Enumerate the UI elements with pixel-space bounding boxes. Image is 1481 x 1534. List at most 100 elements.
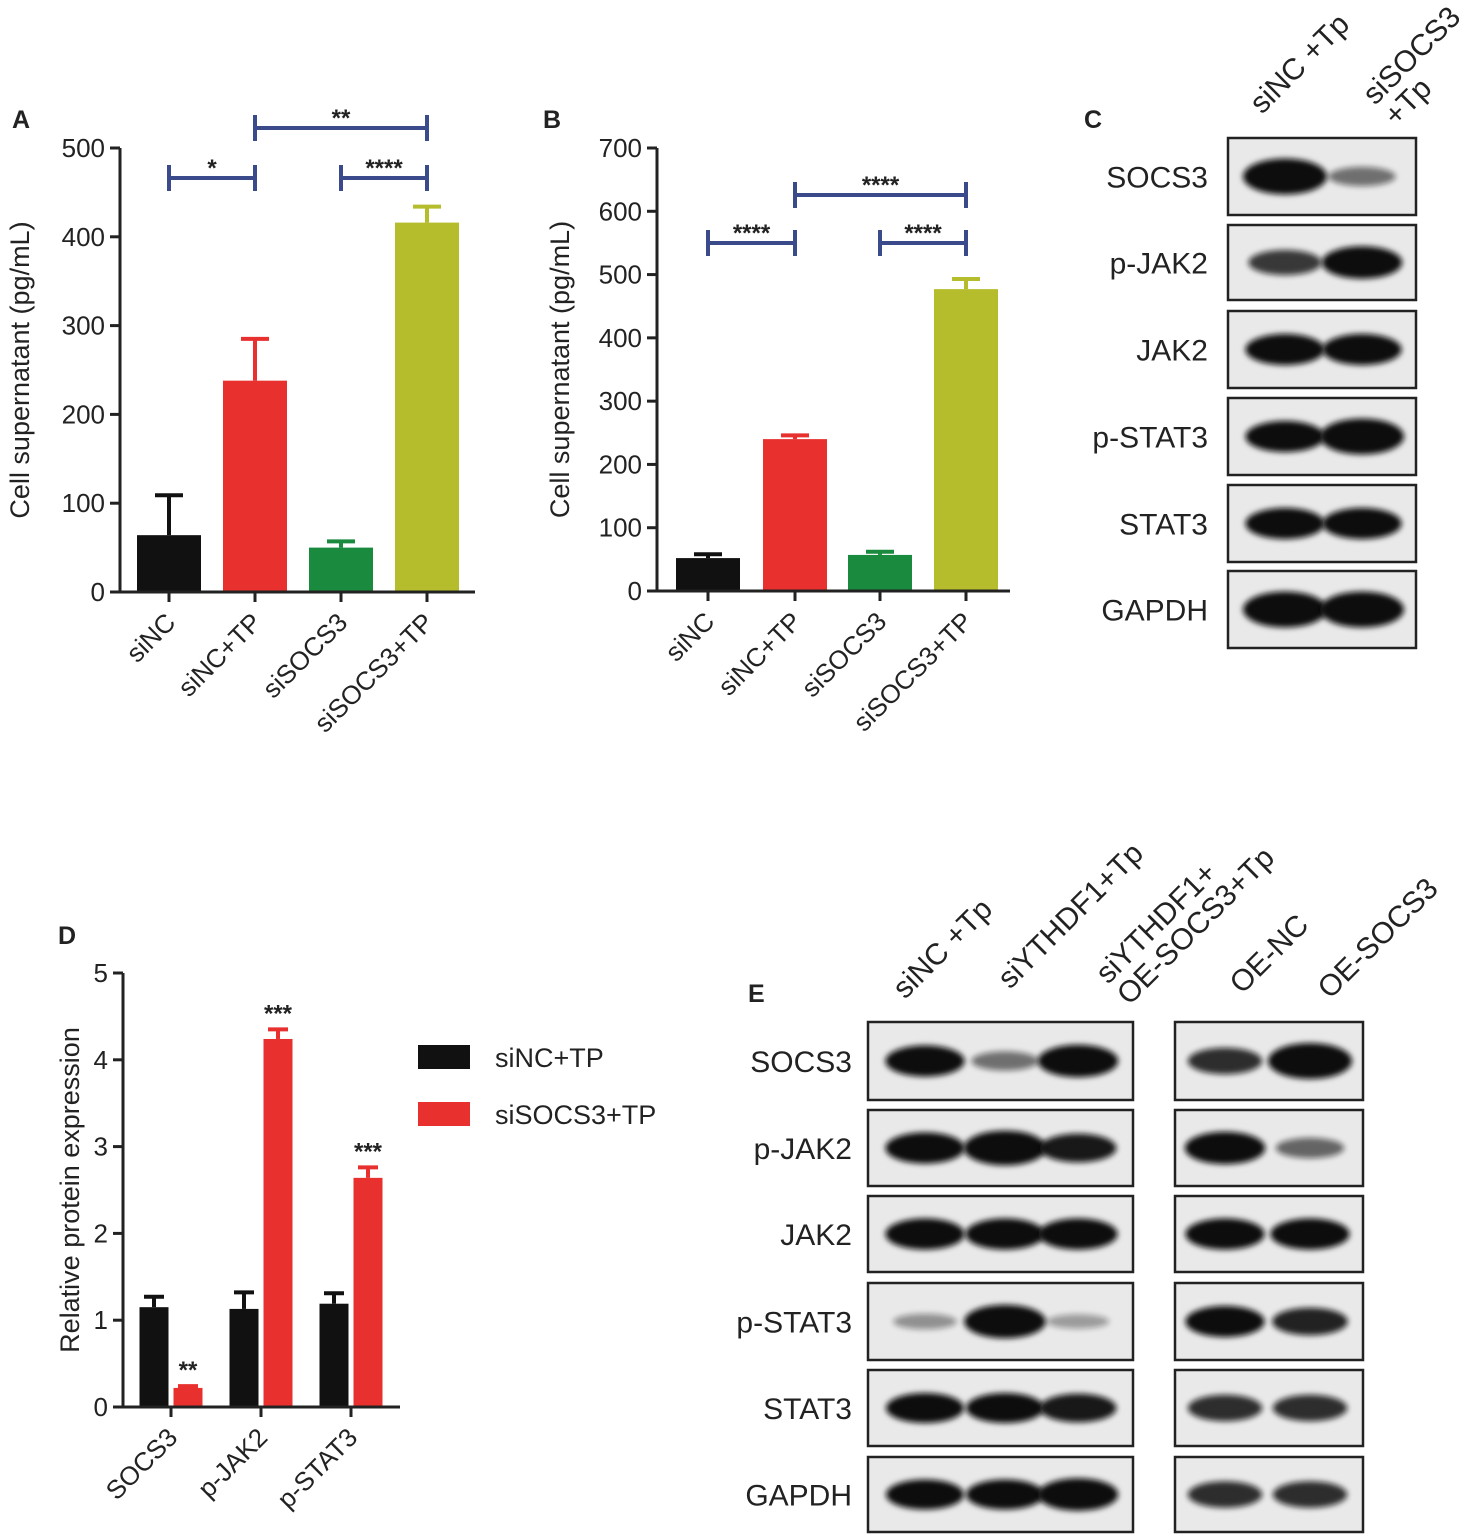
lane-label-line: OE-NC (1224, 908, 1316, 1000)
legend-swatch (418, 1102, 470, 1126)
y-tick-label: 0 (628, 576, 642, 606)
blot-row-label: STAT3 (763, 1393, 852, 1426)
significance-label: *** (264, 1000, 293, 1027)
bar (676, 558, 740, 591)
blot-band (1320, 591, 1404, 628)
y-tick-label: 600 (599, 196, 642, 226)
panel-label: E (748, 980, 765, 1008)
y-tick-label: 200 (599, 449, 642, 479)
y-tick-label: 400 (62, 222, 105, 252)
bar (263, 1038, 293, 1407)
blot-band (1184, 1131, 1266, 1165)
lane-label-line: OE-SOCS3 (1312, 872, 1445, 1005)
blot-row-label: SOCS3 (1106, 162, 1208, 195)
blot-row-label: SOCS3 (750, 1046, 852, 1079)
lane-label: OE-NC (1224, 908, 1316, 1000)
blot-row-label: JAK2 (780, 1219, 852, 1252)
blot-band (1322, 507, 1402, 540)
blot-band (1245, 420, 1325, 453)
blot-band (1272, 1481, 1348, 1508)
blot-band (965, 1218, 1045, 1250)
blot-band (1268, 1043, 1352, 1079)
blot-row-label: p-STAT3 (736, 1307, 852, 1340)
bar (395, 222, 459, 593)
panel-label: B (543, 106, 561, 134)
blot-band (966, 1479, 1044, 1510)
blot-band (1322, 333, 1402, 366)
x-tick-label: siNC+TP (172, 607, 267, 702)
blot-band (1187, 1047, 1263, 1075)
y-tick-label: 400 (599, 323, 642, 353)
significance-label: **** (733, 220, 771, 247)
blot-band (885, 1132, 965, 1164)
blot-band (885, 1045, 965, 1077)
blot-band (1038, 1218, 1118, 1250)
blot-band (963, 1130, 1047, 1166)
y-tick-label: 500 (62, 133, 105, 163)
blot-band (1243, 158, 1327, 195)
x-tick-label: p-JAK2 (192, 1422, 274, 1504)
blot-band (1039, 1133, 1117, 1163)
blot-band (1321, 246, 1403, 279)
y-tick-label: 500 (599, 260, 642, 290)
bar (763, 439, 827, 591)
y-axis-label: Cell supernatant (pg/mL) (5, 221, 35, 518)
panel-label: D (58, 922, 76, 950)
blot-band (893, 1313, 957, 1330)
blot-row-label: STAT3 (1119, 509, 1208, 542)
legend-label: siSOCS3+TP (495, 1100, 656, 1130)
bar (309, 547, 373, 592)
blot-band (966, 1393, 1044, 1423)
blot-row-label: p-STAT3 (1092, 422, 1208, 455)
blot-band (1243, 591, 1327, 628)
blot-band (971, 1051, 1039, 1071)
blot-band (1185, 1218, 1265, 1250)
blot-row-label: p-JAK2 (1110, 248, 1208, 281)
blot-band (1039, 1393, 1117, 1423)
significance-label: **** (365, 155, 403, 182)
lane-label: siSOCS3+Tp (1357, 0, 1468, 132)
y-tick-label: 0 (94, 1392, 108, 1422)
panel-label: C (1084, 106, 1102, 134)
significance-label: ** (179, 1357, 198, 1384)
y-tick-label: 1 (94, 1305, 108, 1335)
y-axis-label: Relative protein expression (55, 1027, 85, 1353)
y-tick-label: 300 (62, 311, 105, 341)
blot-row-label: p-JAK2 (754, 1133, 852, 1166)
blot-band (1272, 1307, 1348, 1336)
bar (934, 289, 998, 591)
bar (223, 380, 287, 592)
x-tick-label: SOCS3 (100, 1422, 184, 1506)
y-tick-label: 100 (599, 513, 642, 543)
blot-band (1320, 418, 1404, 455)
y-tick-label: 0 (91, 577, 105, 607)
lane-label: siNC +Tp (1244, 8, 1356, 120)
blot-row-label: GAPDH (1101, 595, 1208, 628)
y-tick-label: 4 (94, 1045, 108, 1075)
blot-band (1037, 1044, 1119, 1078)
y-tick-label: 3 (94, 1132, 108, 1162)
blot-band (1046, 1314, 1110, 1329)
bar (353, 1177, 383, 1407)
blot-band (1272, 1394, 1348, 1422)
blot-band (1245, 333, 1325, 366)
x-tick-label: siNC (659, 606, 720, 667)
y-tick-label: 300 (599, 386, 642, 416)
blot-band (885, 1218, 965, 1250)
blot-row-label: GAPDH (745, 1480, 852, 1513)
blot-band (964, 1304, 1046, 1339)
significance-label: * (207, 155, 217, 182)
lane-label-line: siNC +Tp (887, 893, 999, 1005)
bar (137, 535, 201, 592)
bar (319, 1303, 349, 1407)
y-tick-label: 5 (94, 958, 108, 988)
legend-swatch (418, 1045, 470, 1069)
blot-band (1185, 1305, 1265, 1338)
blot-band (1270, 1218, 1350, 1250)
blot-band (1037, 1478, 1119, 1511)
y-tick-label: 200 (62, 399, 105, 429)
significance-label: **** (862, 172, 900, 199)
blot-row-label: JAK2 (1136, 335, 1208, 368)
y-tick-label: 100 (62, 488, 105, 518)
blot-band (1187, 1394, 1263, 1422)
